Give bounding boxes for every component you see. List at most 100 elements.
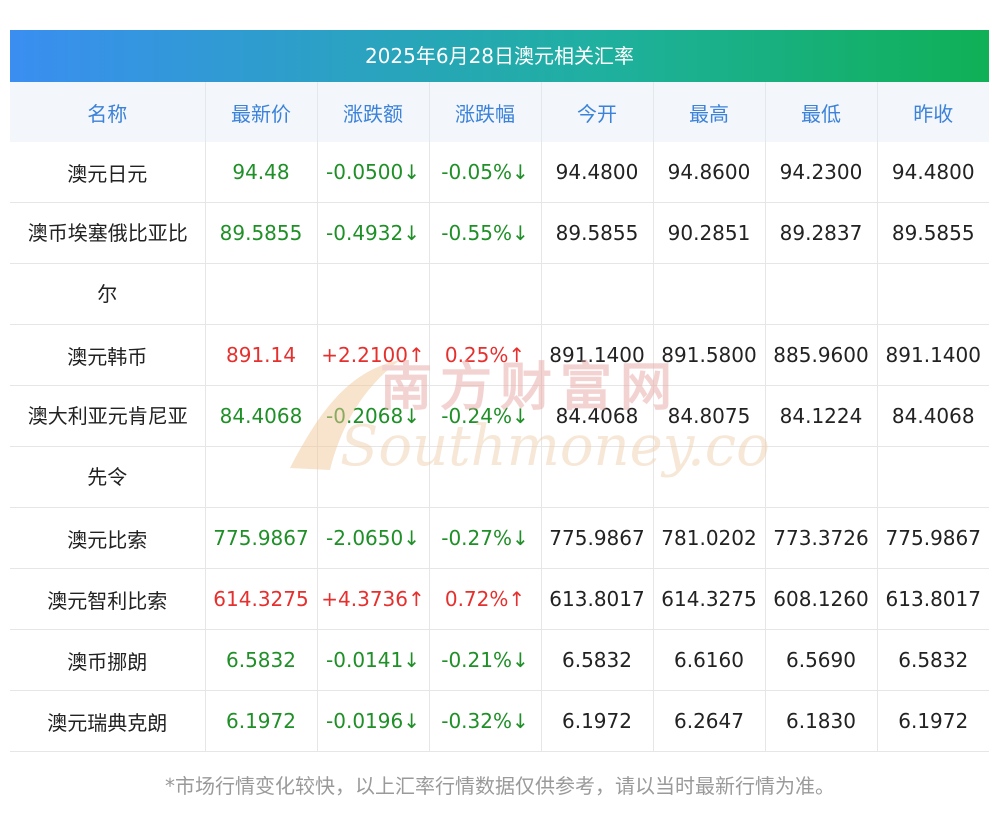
row-pct-value: -0.55%↓ (429, 203, 541, 264)
row-pct: 0.25%↑ (429, 324, 542, 386)
row-open: 94.4800 (541, 142, 654, 203)
table-row: 澳元韩币 891.14 +2.2100↑ 0.25%↑ 891.1400 891… (10, 324, 989, 386)
row-name-line1: 澳大利亚元肯尼亚 (10, 386, 206, 447)
row-latest: 89.5855 (205, 202, 318, 325)
row-open: 891.1400 (541, 324, 654, 386)
row-latest: 614.3275 (205, 568, 318, 630)
table-row: 澳元比索 775.9867 -2.0650↓ -0.27%↓ 775.9867 … (10, 507, 989, 569)
row-name-line1: 澳币埃塞俄比亚比 (10, 203, 206, 264)
row-high-value: 90.2851 (653, 203, 765, 264)
table-header-row: 名称 最新价 涨跌额 涨跌幅 今开 最高 最低 昨收 (10, 82, 989, 142)
row-latest: 775.9867 (205, 507, 318, 569)
row-prev: 6.1972 (877, 690, 989, 752)
row-pct: -0.27%↓ (429, 507, 542, 569)
row-pct: -0.55%↓ (429, 202, 542, 325)
row-change: -0.0141↓ (317, 629, 430, 691)
row-change: -2.0650↓ (317, 507, 430, 569)
table-row: 澳元日元 94.48 -0.0500↓ -0.05%↓ 94.4800 94.8… (10, 142, 989, 203)
row-high-value: 84.8075 (653, 386, 765, 447)
row-name: 澳币埃塞俄比亚比 尔 (10, 202, 206, 325)
row-high: 90.2851 (653, 202, 766, 325)
header-pct: 涨跌幅 (429, 82, 542, 142)
row-prev: 891.1400 (877, 324, 989, 386)
row-open-value: 84.4068 (541, 386, 653, 447)
row-latest: 84.4068 (205, 385, 318, 508)
row-name: 澳元瑞典克朗 (10, 690, 206, 752)
row-low-value: 89.2837 (765, 203, 877, 264)
row-high: 84.8075 (653, 385, 766, 508)
row-high: 781.0202 (653, 507, 766, 569)
row-open: 775.9867 (541, 507, 654, 569)
header-low: 最低 (765, 82, 878, 142)
table-row: 澳元瑞典克朗 6.1972 -0.0196↓ -0.32%↓ 6.1972 6.… (10, 690, 989, 752)
row-change-value: -0.2068↓ (317, 386, 429, 447)
row-low: 84.1224 (765, 385, 878, 508)
row-low-value: 84.1224 (765, 386, 877, 447)
row-low: 89.2837 (765, 202, 878, 325)
footnote: *市场行情变化较快，以上汇率行情数据仅供参考，请以当时最新行情为准。 (165, 774, 835, 798)
row-name: 澳大利亚元肯尼亚 先令 (10, 385, 206, 508)
row-latest-value: 89.5855 (205, 203, 317, 264)
row-change: -0.0500↓ (317, 142, 430, 203)
header-change: 涨跌额 (317, 82, 430, 142)
row-pct: -0.21%↓ (429, 629, 542, 691)
row-open: 84.4068 (541, 385, 654, 508)
row-change: +2.2100↑ (317, 324, 430, 386)
row-prev: 84.4068 (877, 385, 989, 508)
row-latest-value: 84.4068 (205, 386, 317, 447)
row-pct-value: -0.24%↓ (429, 386, 541, 447)
rate-table: 名称 最新价 涨跌额 涨跌幅 今开 最高 最低 昨收 澳元日元 94.48 -0… (10, 82, 989, 752)
row-change: -0.2068↓ (317, 385, 430, 508)
table-title: 2025年6月28日澳元相关汇率 (10, 30, 989, 82)
table-row: 澳币埃塞俄比亚比 尔 89.5855 -0.4932↓ -0.55%↓ 89.5… (10, 202, 989, 325)
row-name: 澳元日元 (10, 142, 206, 203)
row-name: 澳元韩币 (10, 324, 206, 386)
row-high: 6.2647 (653, 690, 766, 752)
row-latest: 6.1972 (205, 690, 318, 752)
row-low: 6.5690 (765, 629, 878, 691)
row-pct: -0.24%↓ (429, 385, 542, 508)
header-open: 今开 (541, 82, 654, 142)
row-name: 澳元比索 (10, 507, 206, 569)
table-row: 澳元智利比索 614.3275 +4.3736↑ 0.72%↑ 613.8017… (10, 568, 989, 630)
header-latest: 最新价 (205, 82, 318, 142)
table-row: 澳大利亚元肯尼亚 先令 84.4068 -0.2068↓ -0.24%↓ 84.… (10, 385, 989, 508)
row-name: 澳元智利比索 (10, 568, 206, 630)
row-latest: 94.48 (205, 142, 318, 203)
row-prev-value: 89.5855 (877, 203, 989, 264)
row-open: 6.5832 (541, 629, 654, 691)
row-high: 891.5800 (653, 324, 766, 386)
row-name-line2: 先令 (87, 465, 128, 489)
row-high: 94.8600 (653, 142, 766, 203)
row-low: 608.1260 (765, 568, 878, 630)
row-high: 6.6160 (653, 629, 766, 691)
row-high: 614.3275 (653, 568, 766, 630)
row-change: -0.0196↓ (317, 690, 430, 752)
row-low: 885.9600 (765, 324, 878, 386)
row-low: 773.3726 (765, 507, 878, 569)
row-change: -0.4932↓ (317, 202, 430, 325)
header-high: 最高 (653, 82, 766, 142)
row-pct: -0.32%↓ (429, 690, 542, 752)
header-prev: 昨收 (877, 82, 989, 142)
row-prev: 6.5832 (877, 629, 989, 691)
row-low: 6.1830 (765, 690, 878, 752)
row-latest: 891.14 (205, 324, 318, 386)
table-row: 澳币挪朗 6.5832 -0.0141↓ -0.21%↓ 6.5832 6.61… (10, 629, 989, 691)
row-prev-value: 84.4068 (877, 386, 989, 447)
row-open: 613.8017 (541, 568, 654, 630)
row-pct: -0.05%↓ (429, 142, 542, 203)
row-name: 澳币挪朗 (10, 629, 206, 691)
row-prev: 775.9867 (877, 507, 989, 569)
row-open: 89.5855 (541, 202, 654, 325)
row-prev: 89.5855 (877, 202, 989, 325)
rate-panel: 2025年6月28日澳元相关汇率 名称 最新价 涨跌额 涨跌幅 今开 最高 最低… (10, 30, 989, 752)
header-name: 名称 (10, 82, 206, 142)
row-low: 94.2300 (765, 142, 878, 203)
row-change-value: -0.4932↓ (317, 203, 429, 264)
row-pct: 0.72%↑ (429, 568, 542, 630)
row-name-line2: 尔 (97, 282, 118, 306)
row-open-value: 89.5855 (541, 203, 653, 264)
row-change: +4.3736↑ (317, 568, 430, 630)
row-prev: 94.4800 (877, 142, 989, 203)
